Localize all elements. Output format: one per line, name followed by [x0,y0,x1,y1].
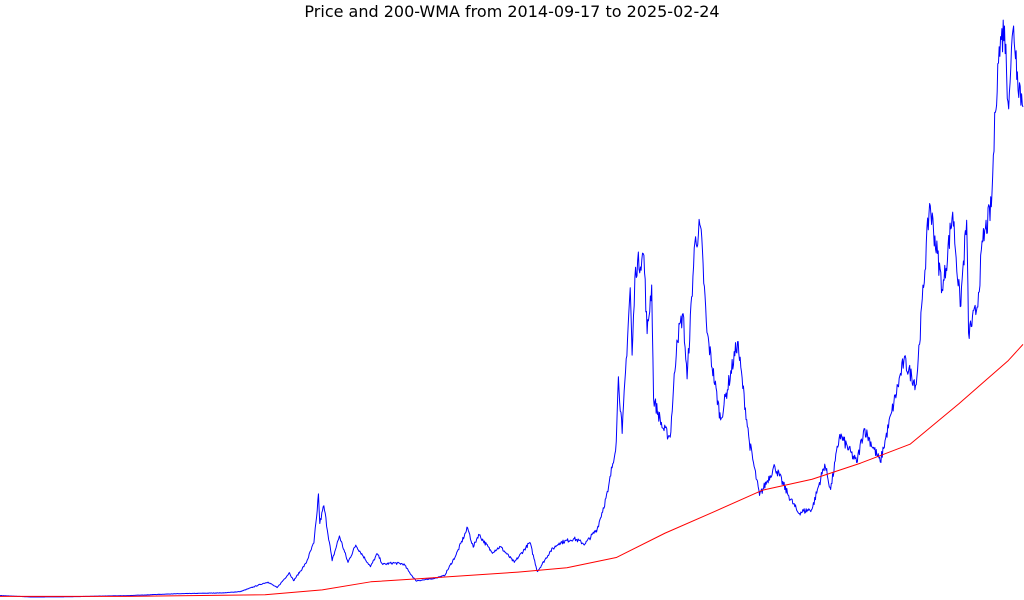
series-layer [0,19,1024,598]
chart-title: Price and 200-WMA from 2014-09-17 to 202… [304,2,720,21]
wma200-series-line [0,344,1024,597]
price-series-line [0,19,1024,598]
